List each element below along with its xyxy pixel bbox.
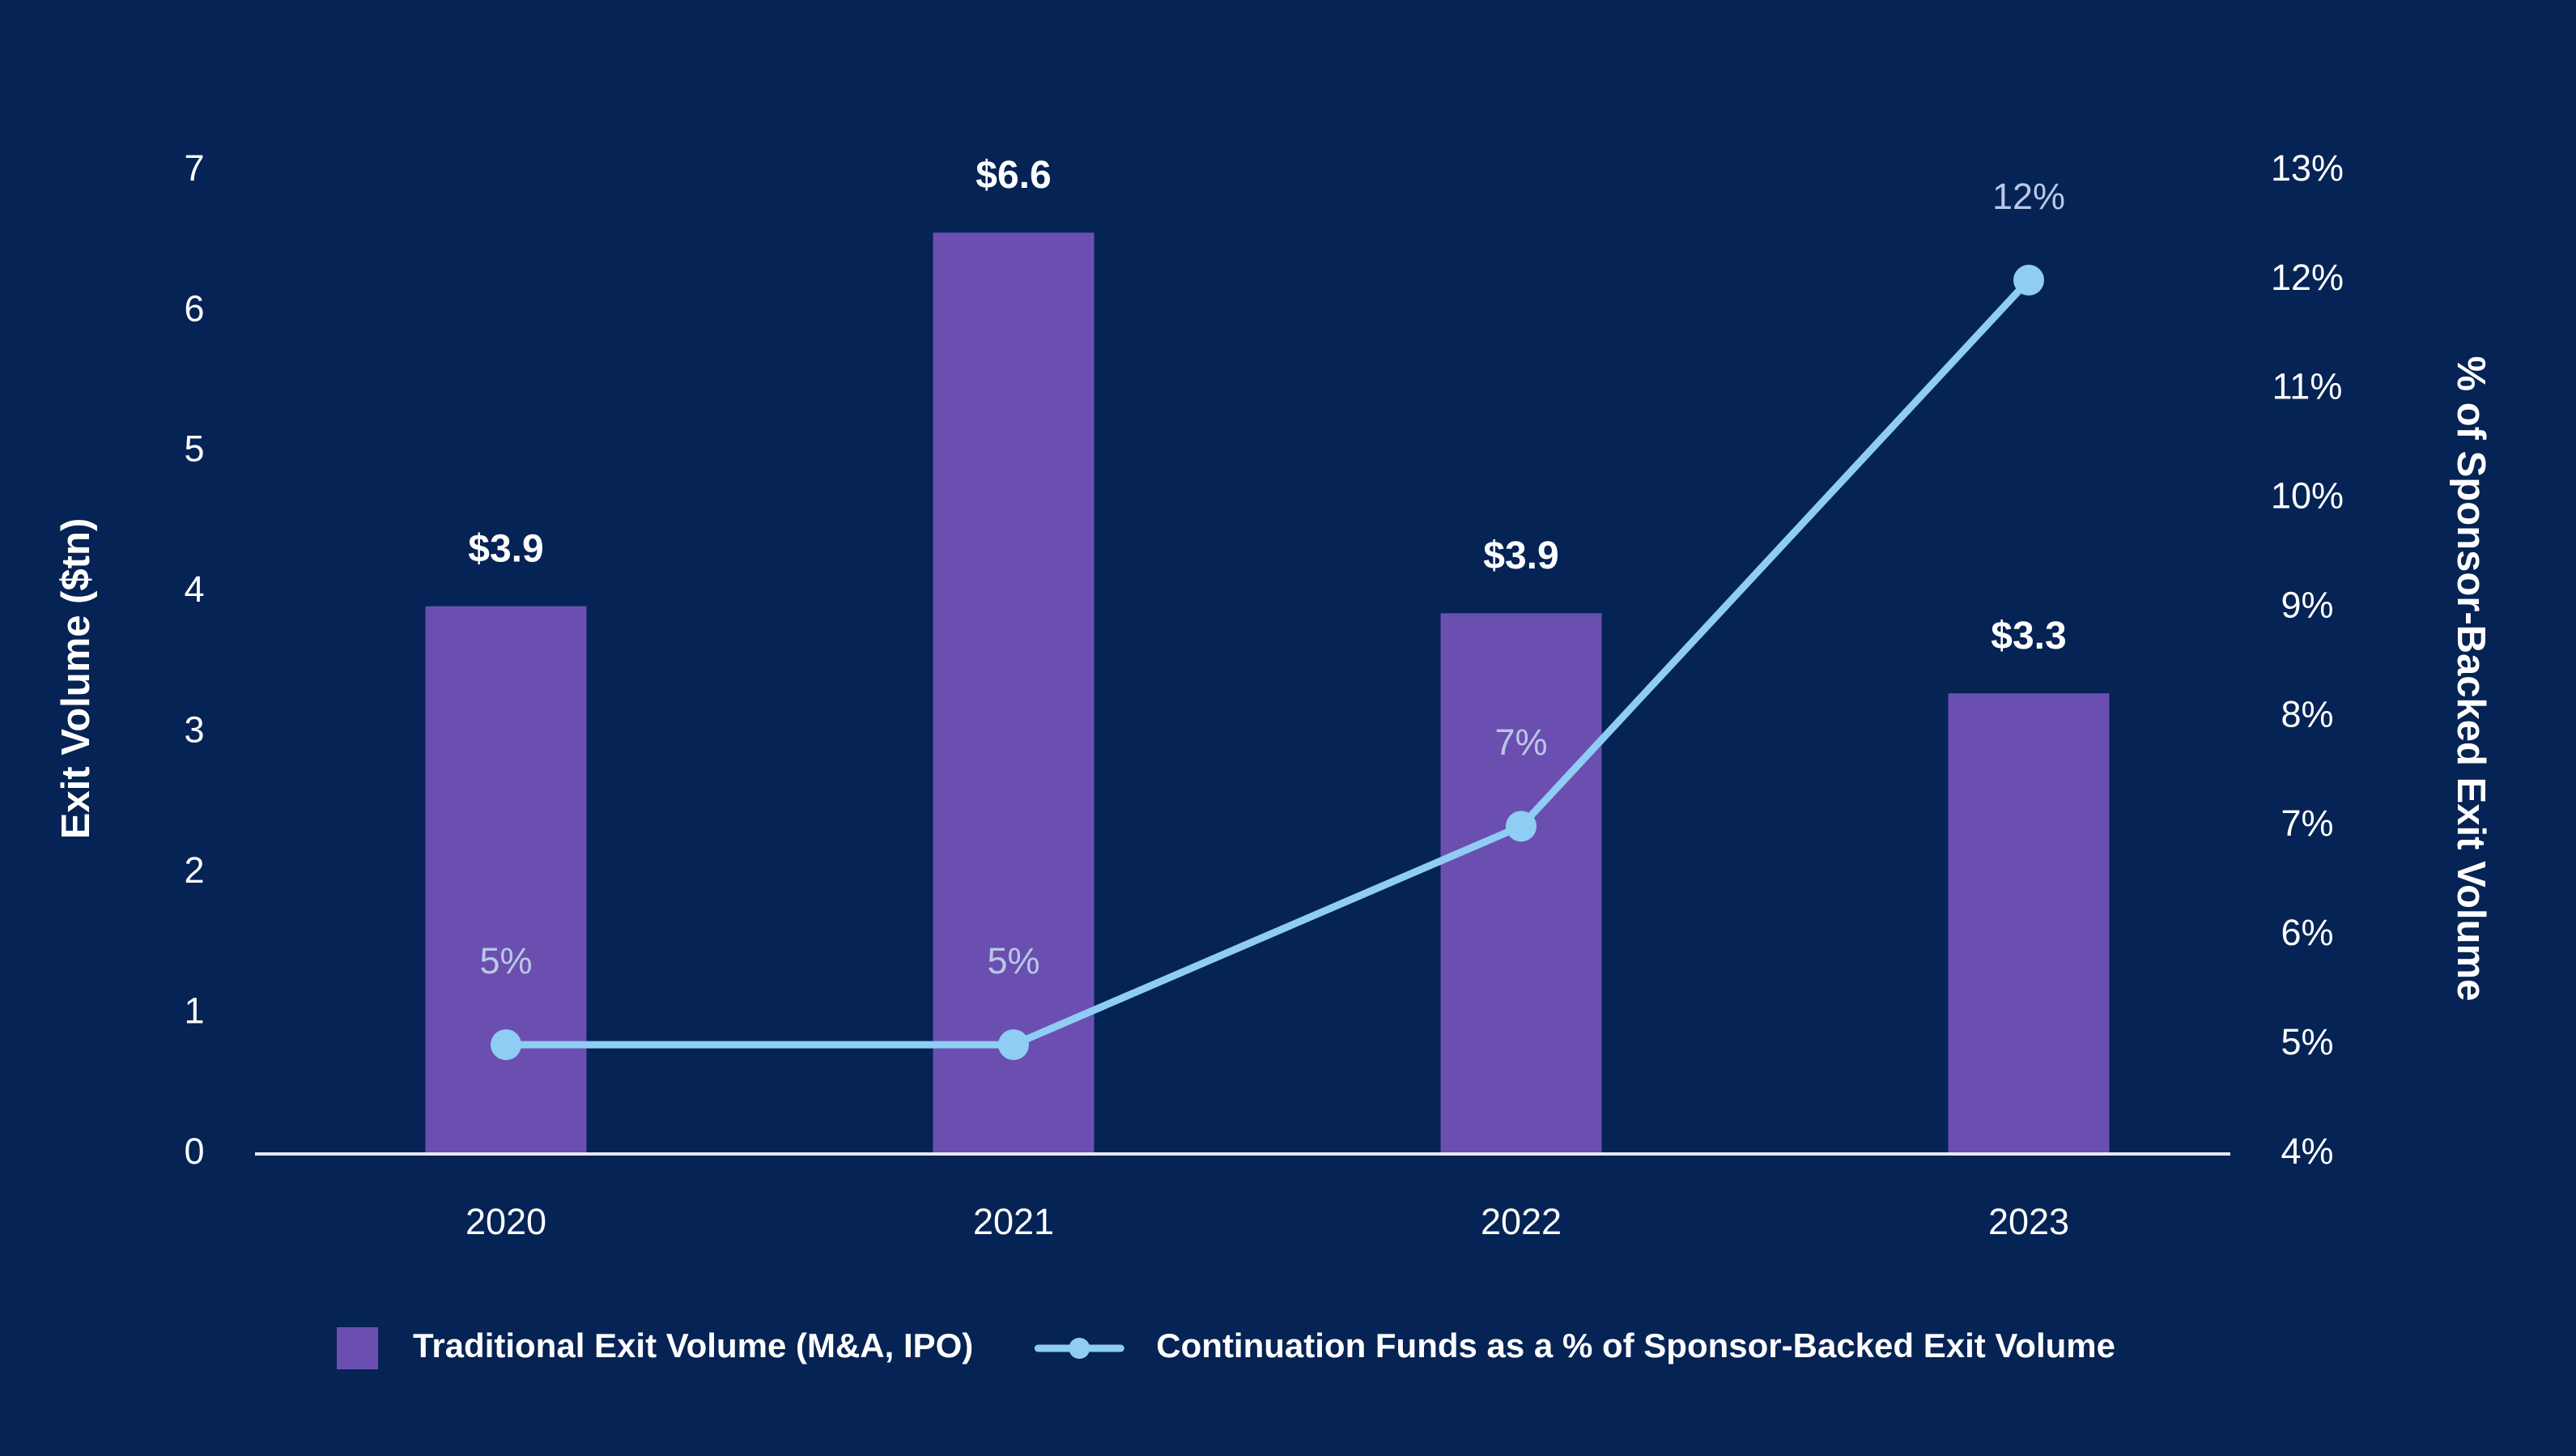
x-tick-label: 2021	[973, 1201, 1054, 1242]
y-axis-title: Exit Volume ($tn)	[54, 518, 98, 840]
y2-tick-label: 7%	[2281, 803, 2333, 844]
y-tick-label: 1	[184, 990, 204, 1031]
bar	[933, 232, 1095, 1154]
y2-tick-label: 9%	[2281, 584, 2333, 625]
line-value-label: 5%	[987, 940, 1039, 981]
line-value-label: 12%	[1992, 176, 2065, 217]
line-value-label: 5%	[479, 940, 532, 981]
legend-swatch-point	[1069, 1338, 1090, 1359]
legend-label: Traditional Exit Volume (M&A, IPO)	[413, 1326, 973, 1364]
y-tick-label: 3	[184, 709, 204, 751]
value-label: $3.3	[1991, 615, 2066, 658]
y2-tick-label: 8%	[2281, 693, 2333, 734]
y2-tick-label: 10%	[2271, 475, 2344, 517]
bar	[1948, 693, 2110, 1154]
bar	[1440, 613, 1602, 1154]
y-tick-label: 7	[184, 147, 204, 189]
line-point	[491, 1029, 521, 1061]
legend-label: Continuation Funds as a % of Sponsor-Bac…	[1156, 1326, 2115, 1364]
x-tick-label: 2022	[1481, 1201, 1562, 1242]
bar	[425, 606, 587, 1154]
y-tick-label: 6	[184, 287, 204, 329]
line-point	[2013, 264, 2044, 296]
y2-tick-label: 4%	[2281, 1130, 2333, 1172]
line-point	[998, 1029, 1029, 1061]
y-tick-label: 2	[184, 849, 204, 891]
y2-tick-label: 5%	[2281, 1021, 2333, 1062]
y2-tick-label: 13%	[2271, 147, 2344, 189]
line-value-label: 7%	[1494, 722, 1547, 763]
value-label: $3.9	[468, 527, 543, 570]
legend-swatch	[337, 1327, 378, 1369]
y2-axis-title: % of Sponsor-Backed Exit Volume	[2449, 356, 2493, 1002]
x-tick-label: 2020	[465, 1201, 546, 1242]
value-label: $6.6	[976, 154, 1051, 197]
y2-tick-label: 12%	[2271, 257, 2344, 298]
y2-tick-label: 6%	[2281, 912, 2333, 953]
y-tick-label: 4	[184, 568, 204, 610]
y-tick-label: 0	[184, 1130, 204, 1172]
line-point	[1506, 811, 1537, 842]
y-tick-label: 5	[184, 428, 204, 470]
x-tick-label: 2023	[1988, 1201, 2069, 1242]
line	[506, 277, 2032, 1049]
y2-tick-label: 11%	[2272, 366, 2343, 407]
value-label: $3.9	[1483, 534, 1558, 577]
